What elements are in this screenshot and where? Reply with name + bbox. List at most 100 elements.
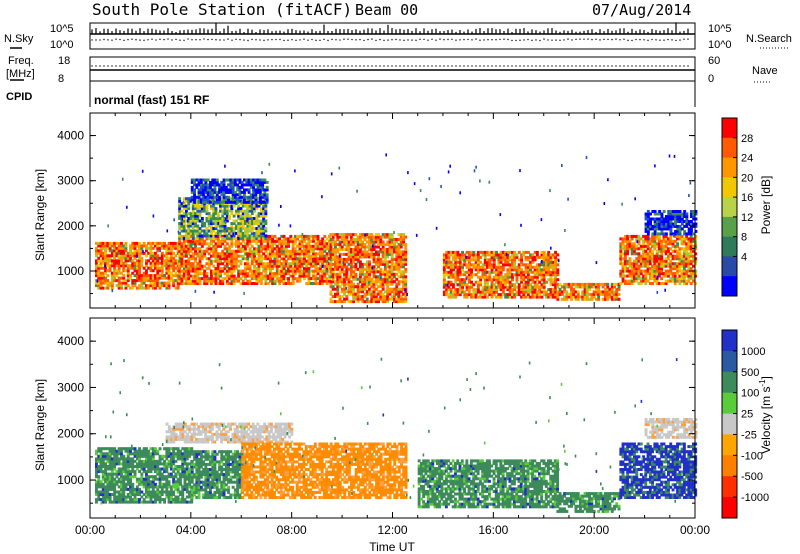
power-cell [182,234,186,238]
power-cell [160,241,164,245]
power-cell [379,248,383,251]
nave-point [419,65,421,67]
power-cell [230,229,234,233]
power-cell [463,295,467,299]
power-cell [388,240,392,244]
power-cell [623,279,627,283]
power-cell [538,268,542,272]
power-cell [377,238,380,241]
power-cell [252,193,255,197]
power-cell [198,272,202,276]
nsearch-point [531,39,533,42]
power-cell [165,269,169,273]
nave-point [175,65,177,67]
power-cell [626,262,630,266]
power-cell [678,252,682,256]
power-cell [669,234,673,238]
power-cell [187,262,191,266]
power-cell [225,277,229,281]
power-cell [200,219,204,223]
power-cell [154,286,157,290]
power-cell [282,239,286,243]
power-cell [117,266,121,270]
power-cell [479,255,483,259]
power-cell [207,214,211,218]
power-cell [687,247,691,251]
power-cell [212,239,216,243]
power-cell [255,227,259,230]
power-cell [282,237,286,241]
power-cell [508,250,512,254]
power-cell [445,253,449,257]
power-cell [349,252,353,256]
power-cell [383,243,387,246]
power-cell [165,284,169,288]
power-cell [386,272,390,276]
nave-point [467,65,469,67]
power-cell [669,267,673,271]
power-cell [328,247,331,251]
nave-point [147,65,149,67]
power-cell [97,241,101,245]
power-cell [365,240,369,244]
power-cell [145,259,148,263]
nave-point [387,65,389,67]
power-cell [646,244,650,248]
power-cell [402,297,405,301]
power-cell [224,195,228,199]
power-cell [520,288,523,292]
power-cell [554,270,557,274]
power-cell [140,246,144,250]
power-cell [291,262,295,266]
power-cell [262,204,266,208]
power-cell [542,255,546,259]
power-cell [626,247,630,251]
power-cell [298,244,302,248]
power-cell [191,236,195,240]
power-cell [203,252,207,256]
power-cell [106,259,110,263]
power-cell [240,200,244,204]
power-cell [246,257,250,261]
power-cell [243,195,246,199]
power-cell [340,245,344,249]
power-cell [463,273,467,277]
power-cell [169,246,173,250]
power-cell [239,209,243,213]
power-cell [129,246,132,250]
power-cell [246,204,250,208]
power-cell [101,259,105,263]
power-cell [486,263,489,267]
power-cell [316,259,320,263]
nave-point [315,65,317,67]
power-cell [359,295,362,299]
power-cell [104,249,107,253]
power-cell [241,231,245,235]
power-cell [354,250,358,254]
power-cell [247,195,251,199]
power-cell [513,258,517,262]
power-cell [633,274,636,278]
power-cell [273,264,277,268]
power-cell [531,253,535,257]
power-cell [197,188,201,192]
power-cell [291,277,295,281]
power-cell [178,282,182,285]
power-cell [278,247,281,251]
power-cell [479,275,483,279]
power-cell [126,269,130,273]
power-cell [352,275,356,279]
power-cell [200,207,204,211]
power-cell [402,250,405,254]
nsearch-point [611,38,613,41]
power-cell [110,284,114,288]
power-cell [257,249,261,253]
power-cell [278,239,281,243]
power-cell [495,265,498,269]
power-cell [365,290,369,294]
power-cell [334,260,337,264]
power-cell [303,257,306,261]
power-cell [140,276,144,280]
power-cell [363,235,367,239]
power-cell [232,204,236,208]
